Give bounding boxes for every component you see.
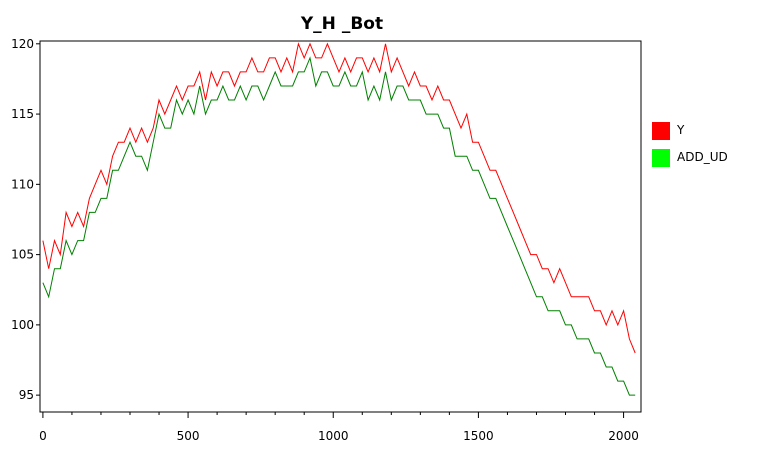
- axes: 95 100 105 110 115 120 0 500 1000 1500 2000: [11, 37, 642, 443]
- legend-label-y: Y: [676, 123, 685, 137]
- plot-border: [39, 40, 642, 413]
- y-tick-label-120: 120: [11, 37, 34, 51]
- plot-area: [42, 42, 636, 396]
- y-tick-label-95: 95: [19, 388, 34, 402]
- series-line-y: [42, 42, 636, 354]
- series-line-add-ud: [42, 56, 636, 396]
- x-tick-label-500: 500: [177, 429, 200, 443]
- y-tick-label-105: 105: [11, 248, 34, 262]
- chart-title: Y_H _Bot: [300, 14, 383, 34]
- y-tick-label-115: 115: [11, 107, 34, 121]
- y-tick-label-100: 100: [11, 318, 34, 332]
- x-tick-label-1500: 1500: [463, 429, 494, 443]
- legend-swatch-add-ud: [652, 149, 670, 167]
- legend-swatch-y: [652, 122, 670, 140]
- legend: Y ADD_UD: [652, 122, 728, 167]
- x-tick-label-1000: 1000: [318, 429, 349, 443]
- legend-label-add-ud: ADD_UD: [677, 150, 728, 164]
- y-tick-label-110: 110: [11, 177, 34, 191]
- x-tick-label-0: 0: [39, 429, 47, 443]
- x-tick-label-2000: 2000: [608, 429, 639, 443]
